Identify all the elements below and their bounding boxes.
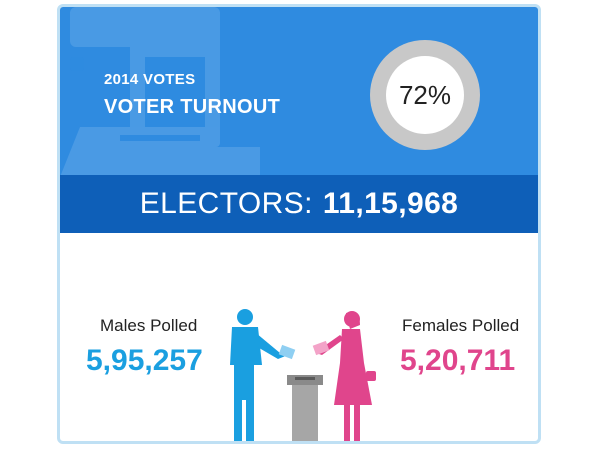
females-polled-value: 5,20,711 bbox=[400, 344, 516, 377]
turnout-donut: 72% bbox=[370, 40, 480, 150]
males-polled-label: Males Polled bbox=[100, 316, 198, 335]
turnout-donut-center: 72% bbox=[386, 56, 464, 134]
ballot-box-icon bbox=[60, 7, 260, 177]
males-polled-value: 5,95,257 bbox=[86, 344, 203, 377]
male-voter-icon bbox=[230, 309, 296, 441]
electors-label: ELECTORS: bbox=[139, 187, 313, 220]
electors-value: 11,15,968 bbox=[322, 187, 459, 220]
voter-turnout-card: 2014 VOTES VOTER TURNOUT 72% ELECTORS: 1… bbox=[57, 4, 541, 444]
turnout-percent: 72% bbox=[398, 79, 452, 110]
female-voter-icon bbox=[312, 311, 376, 441]
header-panel: 2014 VOTES VOTER TURNOUT 72% bbox=[60, 7, 538, 177]
voting-booth-icon bbox=[287, 375, 323, 441]
voting-scene bbox=[230, 309, 376, 441]
page-title: VOTER TURNOUT bbox=[104, 96, 281, 118]
females-polled-label: Females Polled bbox=[402, 316, 520, 335]
year-label: 2014 VOTES bbox=[104, 71, 196, 88]
electors-bar: ELECTORS: 11,15,968 bbox=[60, 175, 538, 233]
